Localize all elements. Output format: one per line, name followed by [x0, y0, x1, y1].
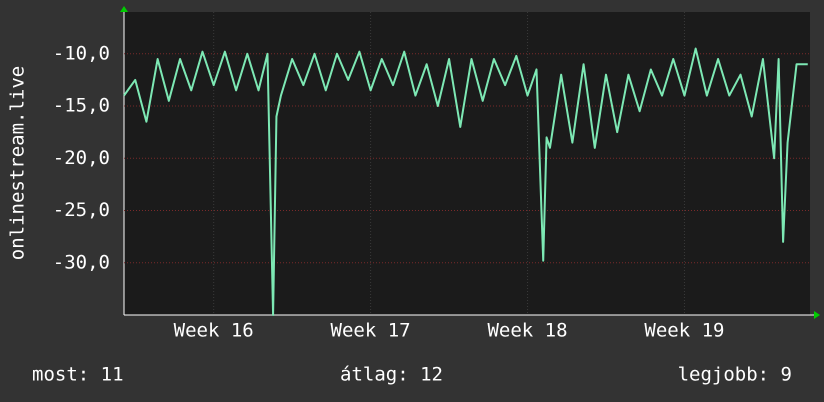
x-tick-label: Week 17	[331, 320, 411, 342]
y-tick-label: -15,0	[53, 95, 110, 117]
footer-best: legjobb: 9	[678, 364, 792, 386]
y-tick-label: -25,0	[53, 199, 110, 221]
x-tick-label: Week 16	[174, 320, 254, 342]
footer-current: most: 11	[32, 364, 124, 386]
x-tick-label: Week 19	[644, 320, 724, 342]
y-axis-label: onlinestream.live	[7, 66, 29, 260]
y-arrow	[120, 6, 128, 12]
y-tick-label: -30,0	[53, 251, 110, 273]
x-tick-label: Week 18	[487, 320, 567, 342]
footer-average: átlag: 12	[340, 364, 443, 386]
plot-area	[124, 12, 810, 315]
x-arrow	[814, 311, 820, 319]
y-tick-label: -10,0	[53, 42, 110, 64]
data-line	[123, 47, 808, 316]
y-tick-label: -20,0	[53, 147, 110, 169]
